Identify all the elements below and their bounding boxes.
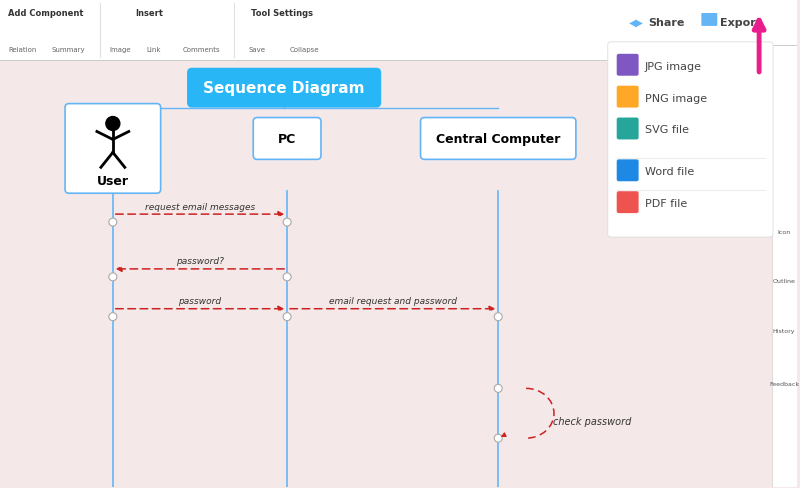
Text: PNG image: PNG image xyxy=(645,93,706,103)
Text: PC: PC xyxy=(278,133,296,145)
FancyBboxPatch shape xyxy=(617,192,638,214)
Text: ◀▶: ◀▶ xyxy=(629,18,644,28)
Text: Insert: Insert xyxy=(136,9,164,18)
FancyBboxPatch shape xyxy=(608,43,773,238)
Text: email request and password: email request and password xyxy=(329,297,457,305)
Circle shape xyxy=(109,219,117,226)
Text: Tool Settings: Tool Settings xyxy=(251,9,313,18)
FancyBboxPatch shape xyxy=(421,118,576,160)
Text: Link: Link xyxy=(146,47,161,53)
FancyBboxPatch shape xyxy=(617,160,638,182)
FancyBboxPatch shape xyxy=(702,14,718,27)
FancyBboxPatch shape xyxy=(617,118,638,140)
Circle shape xyxy=(283,273,291,281)
Circle shape xyxy=(109,313,117,321)
Text: PDF file: PDF file xyxy=(645,199,687,209)
FancyBboxPatch shape xyxy=(187,69,382,108)
Bar xyxy=(613,1,797,46)
Text: Sequence Diagram: Sequence Diagram xyxy=(203,81,365,96)
Text: JPG image: JPG image xyxy=(645,61,702,72)
Text: Comments: Comments xyxy=(182,47,220,53)
Text: SVG file: SVG file xyxy=(645,125,689,135)
Text: Share: Share xyxy=(649,18,685,28)
FancyBboxPatch shape xyxy=(617,55,638,77)
Text: User: User xyxy=(97,174,129,187)
FancyBboxPatch shape xyxy=(65,104,161,194)
Text: Outline: Outline xyxy=(773,279,795,284)
Circle shape xyxy=(109,273,117,281)
Circle shape xyxy=(106,117,120,131)
Circle shape xyxy=(283,219,291,226)
Text: password: password xyxy=(178,297,222,305)
Text: password?: password? xyxy=(176,257,224,266)
Bar xyxy=(0,1,613,61)
Text: Central Computer: Central Computer xyxy=(436,133,561,145)
FancyBboxPatch shape xyxy=(254,118,321,160)
Text: Feedback: Feedback xyxy=(769,381,799,386)
FancyBboxPatch shape xyxy=(617,86,638,108)
Text: History: History xyxy=(773,328,795,333)
Circle shape xyxy=(283,313,291,321)
Text: check password: check password xyxy=(553,416,631,427)
Bar xyxy=(772,46,797,487)
Text: Collapse: Collapse xyxy=(290,47,318,53)
Circle shape xyxy=(494,313,502,321)
Text: Add Component: Add Component xyxy=(8,9,84,18)
Circle shape xyxy=(494,385,502,392)
Text: Word file: Word file xyxy=(645,167,694,177)
Circle shape xyxy=(494,434,502,442)
Text: Export: Export xyxy=(720,18,762,28)
Text: request email messages: request email messages xyxy=(145,202,255,211)
Text: Relation: Relation xyxy=(8,47,37,53)
Text: Icon: Icon xyxy=(778,229,790,234)
Text: Image: Image xyxy=(109,47,130,53)
Text: Summary: Summary xyxy=(51,47,85,53)
Text: Save: Save xyxy=(249,47,266,53)
